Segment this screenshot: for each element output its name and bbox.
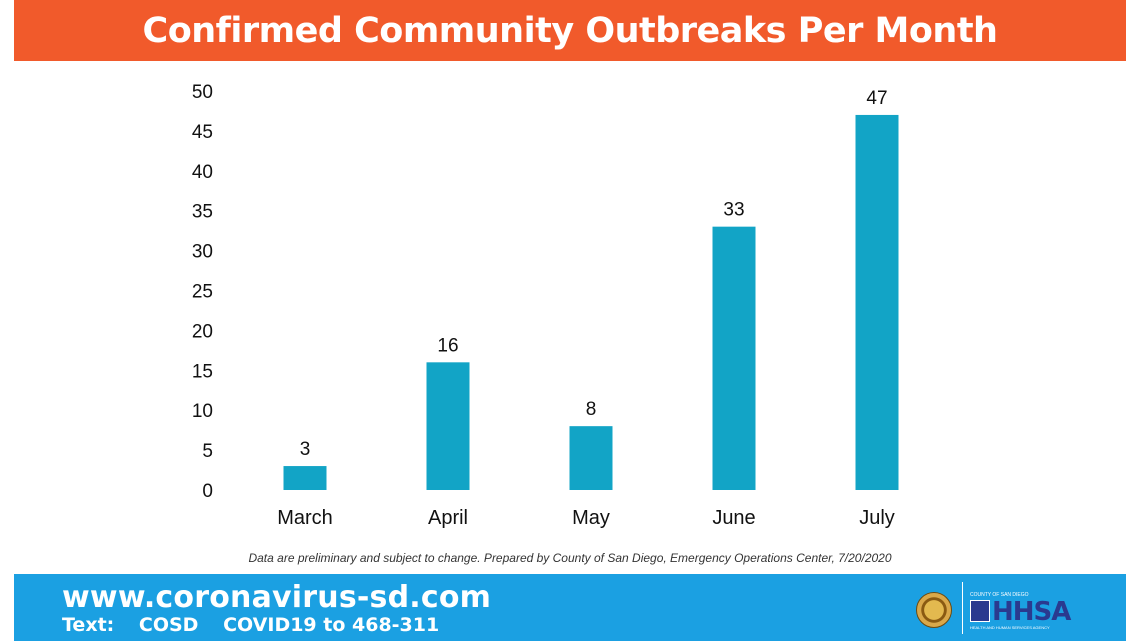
footnote: Data are preliminary and subject to chan… <box>248 551 892 565</box>
x-tick-label: July <box>859 507 895 529</box>
text-code: COSD <box>138 614 199 636</box>
x-tick-label: June <box>712 507 755 529</box>
y-tick-label: 5 <box>202 441 213 462</box>
data-label: 33 <box>723 200 744 221</box>
logo-area: COUNTY OF SAN DIEGO HHSA HEALTH AND HUMA… <box>916 580 1086 636</box>
bar-april <box>426 362 470 490</box>
y-tick-label: 0 <box>202 481 213 502</box>
bar-may <box>569 426 613 490</box>
hhsa-mark-icon <box>970 600 990 622</box>
text-line: Text: COSD COVID19 to 468-311 <box>62 614 457 636</box>
y-tick-label: 20 <box>192 321 213 342</box>
bar-july <box>855 114 899 490</box>
y-tick-label: 30 <box>192 242 213 263</box>
website-link[interactable]: www.coronavirus-sd.com <box>62 580 492 615</box>
x-tick-label: April <box>428 507 468 529</box>
footer-bar: www.coronavirus-sd.com Text: COSD COVID1… <box>14 574 1126 641</box>
text-message: COVID19 to 468-311 <box>223 614 440 636</box>
y-tick-label: 10 <box>192 401 213 422</box>
y-tick-label: 25 <box>192 282 213 303</box>
text-label: Text: <box>62 614 115 636</box>
county-seal-icon <box>916 592 952 628</box>
logo-divider <box>962 582 963 634</box>
data-label: 8 <box>586 399 597 420</box>
data-label: 16 <box>437 335 458 356</box>
title-bar: Confirmed Community Outbreaks Per Month <box>14 0 1126 61</box>
logo-agency-text: HEALTH AND HUMAN SERVICES AGENCY <box>970 625 1050 630</box>
y-tick-label: 15 <box>192 361 213 382</box>
y-tick-label: 45 <box>192 122 213 143</box>
bar-june <box>712 226 756 490</box>
bar-march <box>283 466 327 490</box>
chart-title: Confirmed Community Outbreaks Per Month <box>142 10 998 51</box>
y-tick-label: 50 <box>192 82 213 103</box>
y-tick-label: 35 <box>192 202 213 223</box>
bar-chart: 0 5 10 15 20 25 30 35 40 45 50 3 March 16 April 8 May 33 J… <box>192 82 899 529</box>
x-tick-label: May <box>572 507 610 529</box>
data-label: 47 <box>866 88 887 109</box>
logo-hhsa-text: HHSA <box>992 597 1071 627</box>
data-label: 3 <box>300 439 311 460</box>
logo-county-text: COUNTY OF SAN DIEGO <box>970 592 1029 598</box>
y-tick-label: 40 <box>192 162 213 183</box>
x-tick-label: March <box>277 507 333 529</box>
